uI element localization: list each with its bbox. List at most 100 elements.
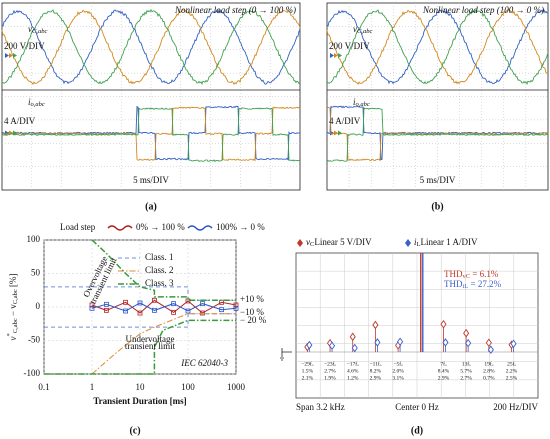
value-label: 2.8%: [483, 368, 495, 374]
x-tick-label: 100: [181, 382, 195, 392]
harmonic-label: −29fₒ: [301, 360, 313, 367]
level-marker: [5, 53, 9, 58]
legend-swatch: [187, 225, 213, 231]
voltage-label: vC,abc: [353, 24, 372, 35]
harmonic-label: 13fₒ: [462, 360, 471, 367]
voltage-label-part: C,abc: [357, 28, 372, 35]
series-marker: [89, 302, 95, 308]
current-label-part: o,abc: [356, 101, 370, 108]
spectrum-marker: [510, 339, 517, 349]
thd-label: THDvC = 6.1%: [444, 269, 499, 280]
series-marker: [200, 301, 205, 307]
y-axis-label-part: *: [6, 333, 13, 336]
harmonic-label: −11fₒ: [369, 360, 381, 367]
value-label: 5.7%: [460, 368, 472, 374]
level-marker: [334, 53, 338, 58]
value-label: 2.7%: [460, 375, 472, 381]
y-axis-label-part: − v: [8, 304, 18, 319]
legend-label-part: Linear 1 A/DIV: [421, 237, 478, 247]
spectrum-marker: [349, 332, 356, 342]
legend-title: Load step: [60, 222, 96, 232]
voltage-trace: [1, 9, 301, 86]
spectrum-marker: [465, 338, 472, 348]
series-marker: [171, 301, 176, 307]
voltage-label-part: v: [353, 24, 357, 34]
value-label: 2.2%: [506, 368, 518, 374]
voltage-scale: 200 V/DIV: [4, 41, 45, 51]
time-scale: 5 ms/DIV: [420, 175, 456, 185]
level-marker: [334, 130, 338, 136]
scope-title: Nonlinear load step (0 → 100 %): [174, 5, 296, 15]
x-tick-label: 1000: [227, 382, 246, 392]
value-label: 1.2%: [347, 375, 359, 381]
x-tick-label: 0.1: [38, 382, 49, 392]
level-marker: [338, 130, 342, 136]
legend-label: Class. 3: [145, 278, 174, 288]
voltage-trace: [1, 9, 301, 85]
y-tick-label: 0: [36, 301, 41, 311]
legend-label: 0% → 100 %: [136, 222, 185, 232]
level-marker: [13, 53, 17, 58]
annotation: IEC 62040-3: [180, 358, 228, 368]
y-tick-label: -50: [28, 335, 40, 345]
thd-label-part: THD: [444, 279, 463, 289]
series-marker: [185, 308, 191, 314]
annotation: Undervoltage: [126, 334, 175, 344]
thd-label-part: vC: [463, 273, 471, 280]
spectrum-marker: [440, 320, 447, 329]
voltage-label-part: C,abc: [32, 28, 47, 35]
footer: 200 Hz/DIV: [493, 402, 538, 412]
voltage-trace: [326, 9, 548, 85]
legend-marker: [405, 239, 411, 247]
legend-label: Class. 1: [145, 252, 174, 262]
series-marker: [137, 300, 143, 306]
level-marker: [338, 53, 342, 58]
current-trace: [326, 106, 549, 162]
legend-swatch: [107, 225, 133, 231]
time-scale: 5 ms/DIV: [133, 175, 169, 185]
y-axis-label-part: v: [8, 337, 18, 341]
spectrum-marker: [397, 337, 404, 347]
thd-label-part: = 6.1%: [470, 269, 499, 279]
value-label: 3.1%: [392, 375, 404, 381]
series-marker: [104, 307, 109, 313]
series-marker: [152, 307, 157, 313]
legend-label: 100% → 0 %: [216, 222, 265, 232]
current-scale: 4 A/DIV: [4, 116, 36, 126]
legend-marker: [297, 239, 303, 247]
y-axis-label-part: [%]: [8, 273, 18, 289]
series-line: [91, 299, 237, 314]
y-tick-label: 100: [27, 234, 41, 244]
y-tick-label: 50: [31, 268, 41, 278]
legend-label: vCLinear 5 V/DIV: [306, 237, 372, 248]
current-label-part: i: [28, 97, 31, 107]
current-trace: [1, 106, 301, 162]
spectrum-marker: [487, 345, 494, 354]
legend-label-part: i: [414, 237, 417, 247]
series-line: [91, 302, 237, 312]
thd-label-part: THD: [444, 269, 463, 279]
y-axis-label-part: C,abc: [12, 318, 19, 333]
scope-title: Nonlinear load step (100 → 0 %): [422, 5, 544, 15]
harmonic-label: −5fₒ: [393, 360, 403, 367]
footer: Span 3.2 kHz: [296, 402, 345, 412]
harmonic-label: 19fₒ: [484, 360, 493, 367]
legend-label-part: L: [417, 241, 421, 248]
legend-label: Class. 2: [145, 265, 174, 275]
legend-label-part: C: [310, 241, 314, 248]
current-label-part: o,abc: [31, 101, 45, 108]
voltage-trace: [326, 8, 549, 85]
harmonic-label: 7fₒ: [440, 360, 447, 367]
spectrum-marks: [304, 253, 517, 354]
current-label: io,abc: [353, 97, 370, 108]
spectrum-marker: [374, 338, 381, 347]
value-label: 1.5%: [302, 368, 314, 374]
annotation: − 20 %: [240, 315, 267, 325]
value-label: 2.9%: [370, 375, 382, 381]
series-marker: [137, 310, 143, 316]
value-label: 2.0%: [392, 368, 404, 374]
series-marker: [200, 310, 205, 316]
current-label: io,abc: [28, 97, 45, 108]
annotation: +10 %: [240, 294, 264, 304]
